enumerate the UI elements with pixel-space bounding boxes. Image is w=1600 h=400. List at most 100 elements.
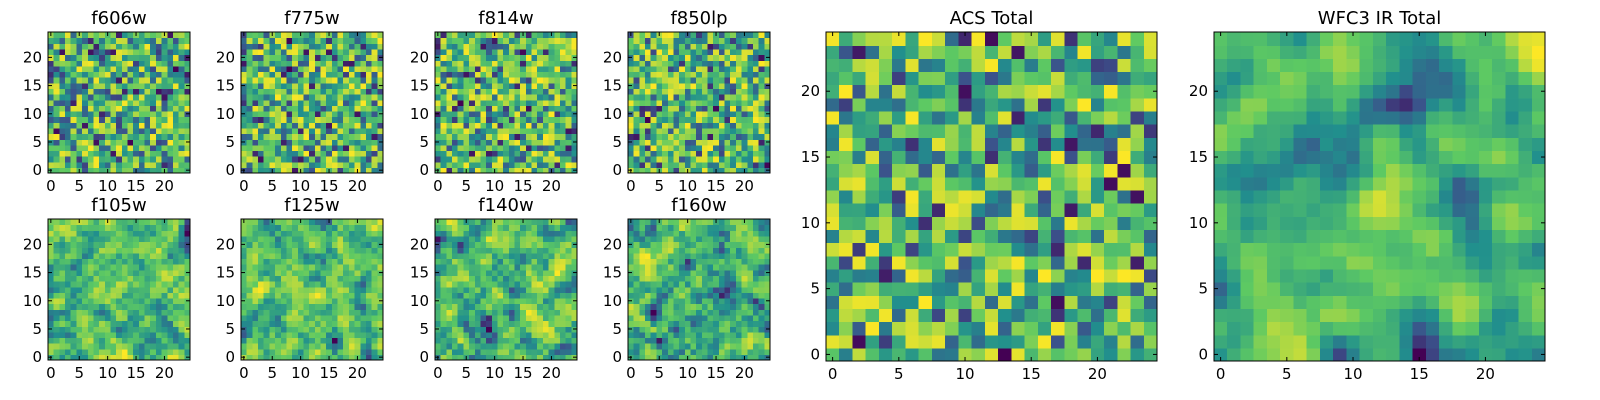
heatmap-cell: [314, 167, 322, 174]
heatmap-cell: [662, 297, 669, 305]
heatmap-cell: [263, 297, 270, 305]
heatmap-cell: [133, 37, 140, 44]
heatmap-cell: [93, 224, 100, 231]
heatmap-cell: [252, 54, 259, 61]
heatmap-cell: [59, 314, 66, 322]
heatmap-cell: [110, 71, 117, 78]
heatmap-cell: [360, 60, 367, 67]
heatmap-cell: [127, 161, 134, 168]
heatmap-cell: [354, 235, 361, 243]
heatmap-cell: [303, 292, 310, 299]
heatmap-cell: [764, 303, 771, 310]
heatmap-cell: [752, 286, 760, 293]
heatmap-cell: [59, 94, 66, 101]
heatmap-cell: [320, 133, 327, 140]
heatmap-cell: [178, 48, 185, 56]
heatmap-cell: [348, 275, 356, 282]
heatmap-cell: [53, 258, 60, 265]
heatmap-cell: [713, 133, 720, 140]
heatmap-cell: [446, 331, 453, 339]
heatmap-cell: [371, 139, 378, 146]
heatmap-cell: [53, 309, 60, 316]
heatmap-cell: [343, 219, 350, 226]
heatmap-cell: [87, 65, 95, 73]
heatmap-cell: [365, 343, 373, 350]
heatmap-cell: [150, 77, 157, 84]
heatmap-cell: [360, 37, 367, 44]
heatmap-cell: [514, 354, 521, 361]
heatmap-cell: [633, 167, 640, 174]
heatmap-cell: [548, 127, 555, 135]
heatmap-cell: [59, 54, 66, 61]
heatmap-cell: [348, 281, 356, 288]
heatmap-cell: [531, 281, 538, 288]
heatmap-cell: [696, 320, 703, 327]
heatmap-cell: [752, 281, 760, 288]
heatmap-cell: [286, 230, 293, 237]
heatmap-cell: [497, 235, 504, 243]
heatmap-cell: [571, 133, 578, 140]
heatmap-cell: [548, 71, 555, 78]
heatmap-cell: [520, 337, 527, 344]
heatmap-cell: [127, 37, 134, 44]
heatmap-cell: [457, 258, 464, 265]
heatmap-cell: [331, 320, 339, 327]
heatmap-cell: [59, 275, 66, 282]
heatmap-cell: [679, 331, 686, 339]
heatmap-cell: [354, 297, 361, 305]
heatmap-cell: [59, 343, 66, 350]
heatmap-cell: [525, 60, 533, 67]
heatmap-cell: [639, 77, 646, 84]
heatmap-cell: [491, 241, 499, 248]
heatmap-cell: [286, 343, 293, 350]
x-tick-label: 15: [319, 177, 338, 195]
heatmap-cell: [93, 99, 100, 106]
heatmap-cell: [53, 281, 60, 288]
heatmap-cell: [258, 258, 265, 265]
heatmap-cell: [127, 77, 134, 84]
heatmap-cell: [730, 110, 737, 118]
heatmap-cell: [161, 343, 168, 350]
heatmap-cell: [503, 269, 510, 276]
heatmap-cell: [53, 127, 60, 135]
heatmap-cell: [503, 122, 510, 129]
heatmap-cell: [497, 88, 504, 95]
heatmap-cell: [275, 264, 282, 271]
heatmap-cell: [645, 88, 652, 95]
heatmap-cell: [297, 71, 305, 78]
heatmap-cell: [280, 99, 288, 106]
heatmap-cell: [172, 60, 180, 67]
heatmap-cell: [559, 110, 567, 118]
heatmap-cell: [178, 275, 185, 282]
heatmap-cell: [258, 252, 265, 260]
heatmap-cell: [747, 54, 754, 61]
heatmap-cell: [548, 281, 555, 288]
heatmap-cell: [435, 88, 442, 95]
heatmap-cell: [452, 82, 459, 89]
heatmap-cell: [741, 297, 748, 305]
heatmap-cell: [184, 150, 191, 157]
heatmap-cell: [286, 144, 293, 152]
heatmap-cell: [292, 326, 299, 333]
heatmap-cell: [525, 343, 533, 350]
heatmap-cell: [167, 264, 174, 271]
heatmap-cell: [639, 139, 646, 146]
heatmap-cell: [469, 77, 476, 84]
heatmap-cell: [121, 127, 129, 135]
heatmap-cell: [241, 161, 248, 168]
heatmap-cell: [76, 60, 83, 67]
heatmap-cell: [758, 167, 765, 174]
heatmap-cell: [667, 326, 675, 333]
heatmap-cell: [82, 258, 89, 265]
heatmap-cell: [645, 122, 652, 129]
heatmap-cell: [70, 105, 77, 112]
heatmap-cell: [639, 60, 646, 67]
heatmap-cell: [701, 326, 709, 333]
heatmap-cell: [639, 127, 646, 135]
heatmap-cell: [371, 82, 378, 89]
heatmap-cell: [503, 281, 510, 288]
heatmap-cell: [348, 82, 356, 89]
heatmap-cell: [116, 241, 123, 248]
heatmap-cell: [452, 286, 459, 293]
heatmap-cell: [178, 309, 185, 316]
